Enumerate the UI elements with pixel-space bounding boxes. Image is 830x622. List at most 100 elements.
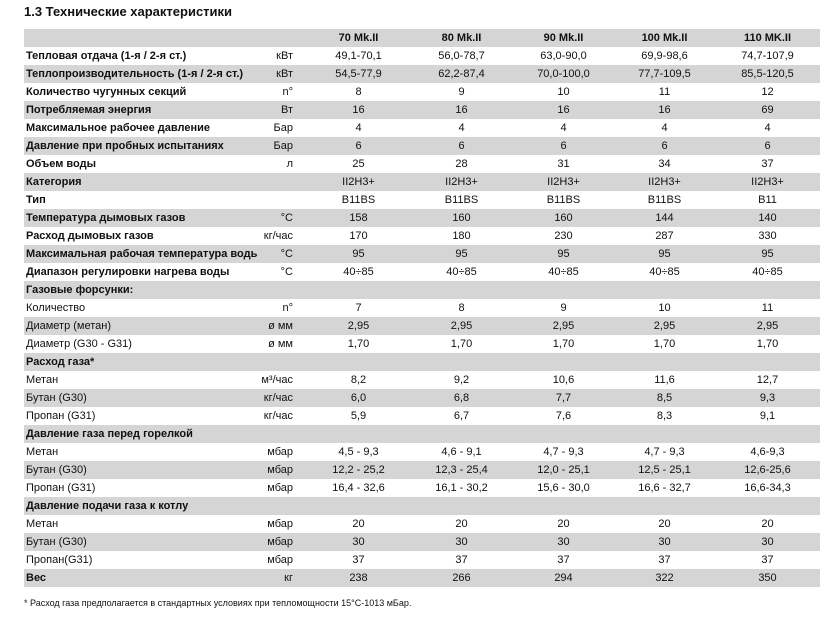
value-cell: 294 bbox=[513, 569, 614, 587]
specifications-table: 70 Mk.II 80 Mk.II 90 Mk.II 100 Mk.II 110… bbox=[24, 29, 820, 587]
row-label: Метан bbox=[24, 443, 257, 461]
row-label: Пропан(G31) bbox=[24, 551, 257, 569]
value-cell: 8,3 bbox=[614, 407, 715, 425]
row-unit: Вт bbox=[257, 101, 307, 119]
value-cell: 140 bbox=[715, 209, 820, 227]
value-cell bbox=[307, 353, 410, 371]
table-row: Метан мбар 4,5 - 9,3 4,6 - 9,1 4,7 - 9,3 4,7 … bbox=[24, 443, 820, 461]
row-label: Давление газа перед горелкой bbox=[24, 425, 257, 443]
value-cell: 95 bbox=[410, 245, 513, 263]
value-cell bbox=[513, 353, 614, 371]
row-label: Бутан (G30) bbox=[24, 533, 257, 551]
value-cell: 62,2-87,4 bbox=[410, 65, 513, 83]
value-cell: B11BS bbox=[513, 191, 614, 209]
row-unit: ø мм bbox=[257, 317, 307, 335]
value-cell: 2,95 bbox=[614, 317, 715, 335]
value-cell: 158 bbox=[307, 209, 410, 227]
value-cell: 4 bbox=[307, 119, 410, 137]
value-cell: 1,70 bbox=[513, 335, 614, 353]
row-label: Пропан (G31) bbox=[24, 407, 257, 425]
value-cell: II2H3+ bbox=[410, 173, 513, 191]
value-cell: 56,0-78,7 bbox=[410, 47, 513, 65]
value-cell: 6,7 bbox=[410, 407, 513, 425]
value-cell: 10 bbox=[513, 83, 614, 101]
value-cell: 15,6 - 30,0 bbox=[513, 479, 614, 497]
value-cell: 4,6 - 9,1 bbox=[410, 443, 513, 461]
value-cell: II2H3+ bbox=[614, 173, 715, 191]
value-cell: 12,0 - 25,1 bbox=[513, 461, 614, 479]
row-unit bbox=[257, 497, 307, 515]
footnote: * Расход газа предполагается в стандартн… bbox=[24, 598, 412, 608]
row-unit: мбар bbox=[257, 533, 307, 551]
value-cell: 37 bbox=[307, 551, 410, 569]
value-cell: 12 bbox=[715, 83, 820, 101]
value-cell: 16,4 - 32,6 bbox=[307, 479, 410, 497]
row-unit: кг/час bbox=[257, 407, 307, 425]
row-label: Давление подачи газа к котлу bbox=[24, 497, 257, 515]
value-cell bbox=[410, 353, 513, 371]
value-cell: B11BS bbox=[307, 191, 410, 209]
value-cell: 7 bbox=[307, 299, 410, 317]
row-label: Количество bbox=[24, 299, 257, 317]
value-cell: 40÷85 bbox=[307, 263, 410, 281]
row-label: Категория bbox=[24, 173, 257, 191]
row-unit bbox=[257, 425, 307, 443]
value-cell: B11BS bbox=[614, 191, 715, 209]
row-unit: °C bbox=[257, 263, 307, 281]
row-unit: мбар bbox=[257, 515, 307, 533]
row-unit: мбар bbox=[257, 461, 307, 479]
value-cell: 70,0-100,0 bbox=[513, 65, 614, 83]
value-cell: 9,1 bbox=[715, 407, 820, 425]
table-row: Метан м³/час 8,2 9,2 10,6 11,6 12,7 bbox=[24, 371, 820, 389]
value-cell: 8,2 bbox=[307, 371, 410, 389]
table-row: Бутан (G30) мбар 12,2 - 25,2 12,3 - 25,4 12,… bbox=[24, 461, 820, 479]
value-cell bbox=[410, 497, 513, 515]
value-cell bbox=[614, 425, 715, 443]
value-cell: 37 bbox=[715, 551, 820, 569]
value-cell: 8 bbox=[410, 299, 513, 317]
value-cell: 16 bbox=[410, 101, 513, 119]
value-cell: 6 bbox=[715, 137, 820, 155]
value-cell: 77,7-109,5 bbox=[614, 65, 715, 83]
value-cell: B11BS bbox=[410, 191, 513, 209]
table-row: Метан мбар 20 20 20 20 20 bbox=[24, 515, 820, 533]
table-row: Потребляемая энергия Вт 16 16 16 16 69 bbox=[24, 101, 820, 119]
value-cell bbox=[307, 425, 410, 443]
row-unit: кг/час bbox=[257, 227, 307, 245]
table-row: Бутан (G30) кг/час 6,0 6,8 7,7 8,5 9,3 bbox=[24, 389, 820, 407]
row-unit: мбар bbox=[257, 551, 307, 569]
specifications-body: Тепловая отдача (1-я / 2-я ст.) кВт 49,1-7… bbox=[24, 47, 820, 587]
value-cell bbox=[307, 497, 410, 515]
row-unit bbox=[257, 281, 307, 299]
value-cell: 9,2 bbox=[410, 371, 513, 389]
value-cell: 20 bbox=[614, 515, 715, 533]
row-unit: мбар bbox=[257, 479, 307, 497]
table-row: Давление при пробных испытаниях Бар 6 6 6 6 6 bbox=[24, 137, 820, 155]
value-cell bbox=[614, 497, 715, 515]
row-unit: кг/час bbox=[257, 389, 307, 407]
value-cell: 34 bbox=[614, 155, 715, 173]
table-row: Пропан (G31) мбар 16,4 - 32,6 16,1 - 30,2 15… bbox=[24, 479, 820, 497]
value-cell: B11 bbox=[715, 191, 820, 209]
value-cell: 49,1-70,1 bbox=[307, 47, 410, 65]
value-cell: II2H3+ bbox=[513, 173, 614, 191]
value-cell: 6 bbox=[410, 137, 513, 155]
value-cell: 6,8 bbox=[410, 389, 513, 407]
value-cell: 20 bbox=[307, 515, 410, 533]
row-label: Бутан (G30) bbox=[24, 461, 257, 479]
value-cell: 11,6 bbox=[614, 371, 715, 389]
value-cell: 85,5-120,5 bbox=[715, 65, 820, 83]
value-cell: 37 bbox=[410, 551, 513, 569]
value-cell bbox=[513, 281, 614, 299]
value-cell bbox=[307, 281, 410, 299]
value-cell: 4 bbox=[410, 119, 513, 137]
value-cell: 2,95 bbox=[410, 317, 513, 335]
table-row: Расход газа* bbox=[24, 353, 820, 371]
model-header: 80 Mk.II bbox=[410, 29, 513, 47]
value-cell: 1,70 bbox=[410, 335, 513, 353]
value-cell: 69 bbox=[715, 101, 820, 119]
table-row: Газовые форсунки: bbox=[24, 281, 820, 299]
row-label: Объем воды bbox=[24, 155, 257, 173]
value-cell bbox=[715, 281, 820, 299]
row-label: Температура дымовых газов bbox=[24, 209, 257, 227]
